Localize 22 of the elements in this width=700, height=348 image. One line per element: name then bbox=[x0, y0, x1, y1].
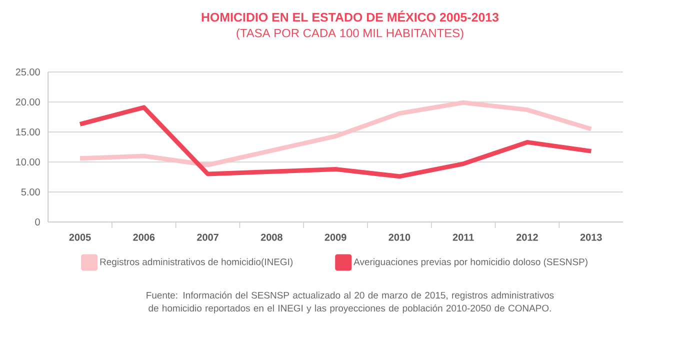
y-tick-label: 25.00 bbox=[16, 68, 40, 76]
x-tick-label: 2009 bbox=[324, 234, 346, 241]
line-series bbox=[78, 105, 594, 179]
y-tick-label: 10.00 bbox=[16, 158, 40, 166]
y-tick-label: 20.00 bbox=[16, 98, 40, 106]
y-tick-label: 0 bbox=[35, 218, 40, 226]
chart-title: HOMICIDIO EN EL ESTADO DE MÉXICO 2005-2013 bbox=[202, 10, 499, 22]
source-note: Fuente: Información del SESNSP actualizado al 20 de marzo de 2015, registros administrativos de homicidio reportados en el INEGI y las proyecciones de población 2010-2050 de CONAPO. bbox=[146, 292, 554, 314]
x-tick-label: 2010 bbox=[388, 234, 410, 241]
x-tick-label: 2007 bbox=[197, 234, 218, 241]
legend-label: Registros administrativos de homicidio(INEGI) bbox=[100, 258, 293, 268]
line-series bbox=[78, 100, 594, 168]
x-tick-label: 2013 bbox=[580, 234, 602, 241]
legend-label: Averiguaciones previas por homicidio doloso (SESNSP) bbox=[354, 258, 588, 268]
x-tick-label: 2012 bbox=[516, 234, 538, 241]
x-tick-label: 2005 bbox=[69, 234, 91, 241]
chart-subtitle: (TASA POR CADA 100 MIL HABITANTES) bbox=[236, 28, 464, 40]
y-tick-label: 5.00 bbox=[21, 188, 40, 196]
x-tick-label: 2011 bbox=[452, 234, 474, 241]
x-tick-label: 2006 bbox=[133, 234, 155, 241]
x-tick-label: 2008 bbox=[260, 234, 282, 241]
y-tick-label: 15.00 bbox=[16, 128, 40, 136]
